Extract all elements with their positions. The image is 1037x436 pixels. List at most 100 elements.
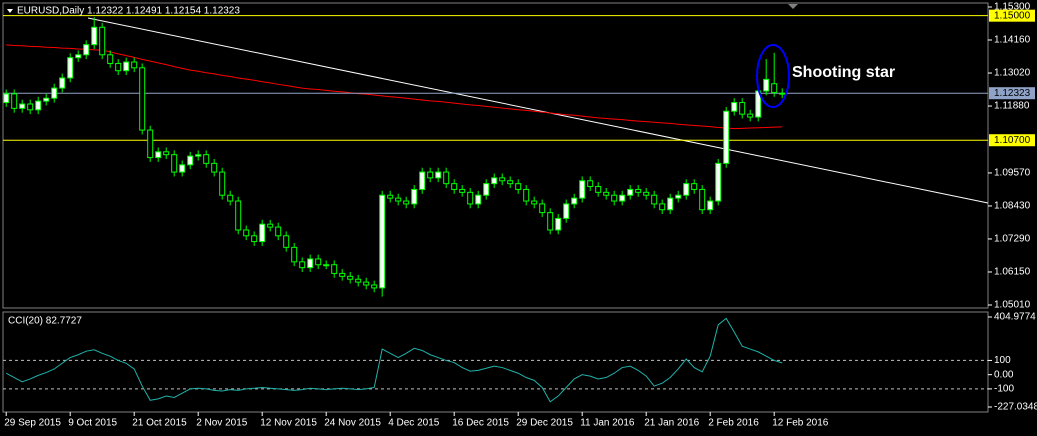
y-tick-label: 0.00 <box>994 369 1014 380</box>
candle-body <box>563 203 570 219</box>
x-tick-label: 24 Nov 2015 <box>324 418 381 429</box>
candle-body <box>251 235 258 243</box>
candle-body <box>635 188 642 193</box>
candle-body <box>11 93 18 109</box>
candle-body <box>643 191 650 196</box>
candle-body <box>123 61 130 72</box>
candle-body <box>323 264 330 267</box>
candle-body <box>275 226 282 237</box>
candle-body <box>363 281 370 286</box>
candle-body <box>587 180 594 188</box>
candle-body <box>523 188 530 202</box>
candle-body <box>355 278 362 283</box>
candle-body <box>547 212 554 231</box>
candle-body <box>147 129 154 159</box>
candle-body <box>579 180 586 199</box>
candle-body <box>659 203 666 211</box>
candle-body <box>627 188 634 196</box>
candle-body <box>243 229 250 237</box>
candle-body <box>107 54 114 64</box>
shift-marker <box>788 4 798 9</box>
candle-body <box>499 177 506 182</box>
level-label-box <box>989 134 1035 147</box>
level-label: 1.10700 <box>994 135 1031 146</box>
candle-body <box>171 154 178 173</box>
candle-body <box>403 200 410 205</box>
menu-arrow <box>7 9 13 13</box>
y-tick-label: 1.07290 <box>994 234 1031 245</box>
chart-title: CCI(20) 82.7727 <box>8 316 82 327</box>
y-tick-label: 1.11880 <box>994 101 1030 112</box>
candle-body <box>779 92 786 95</box>
candle-body <box>211 162 218 173</box>
candle-body <box>83 44 90 56</box>
candle-body <box>179 164 186 173</box>
candle-body <box>539 203 546 214</box>
candle-body <box>131 61 138 69</box>
x-tick-label: 29 Dec 2015 <box>516 418 573 429</box>
x-tick-label: 12 Feb 2016 <box>772 418 829 429</box>
level-label-box <box>989 9 1035 22</box>
candle-body <box>291 246 298 263</box>
candle-body <box>667 197 674 211</box>
candle-body <box>723 110 730 164</box>
candle-body <box>115 62 122 72</box>
candle-body <box>347 275 354 280</box>
candle-body <box>67 57 74 79</box>
candle-body <box>451 183 458 190</box>
candle-body <box>27 103 34 111</box>
candle-body <box>411 188 418 205</box>
candle-body <box>163 151 170 156</box>
candle-body <box>339 272 346 277</box>
y-tick-label: 1.09570 <box>994 168 1031 179</box>
x-tick-label: 2 Feb 2016 <box>708 418 759 429</box>
candle-body <box>59 77 66 89</box>
y-tick-label: 1.05010 <box>994 300 1031 311</box>
annotation: Shooting star <box>792 64 895 81</box>
candle-body <box>467 191 474 205</box>
candle-body <box>515 183 522 190</box>
candle-body <box>427 171 434 179</box>
candle-body <box>315 258 322 266</box>
candle-body <box>571 197 578 205</box>
candle-body <box>299 261 306 269</box>
y-tick-label: 1.14160 <box>994 35 1031 46</box>
candle-body <box>19 103 26 109</box>
x-tick-label: 21 Oct 2015 <box>132 418 187 429</box>
candle-body <box>683 183 690 196</box>
candle-body <box>99 26 106 56</box>
candle-body <box>739 102 746 115</box>
candle-body <box>43 97 50 102</box>
moving-average <box>6 44 783 130</box>
candle-body <box>675 194 682 199</box>
candle-body <box>307 258 314 269</box>
candle-body <box>747 113 754 118</box>
candle-body <box>731 102 738 112</box>
x-tick-label: 11 Jan 2016 <box>580 418 635 429</box>
x-tick-label: 12 Nov 2015 <box>260 418 317 429</box>
candle-body <box>435 171 442 179</box>
candle-body <box>715 162 722 202</box>
chart-title: EURUSD,Daily 1.12322 1.12491 1.12154 1.1… <box>17 6 240 17</box>
candle-body <box>483 183 490 196</box>
candle-body <box>699 188 706 211</box>
candle-body <box>155 151 162 159</box>
x-tick-label: 2 Nov 2015 <box>196 418 248 429</box>
candle-body <box>651 194 658 205</box>
candle-body <box>603 191 610 196</box>
candle-body <box>595 186 602 193</box>
candle-body <box>707 200 714 211</box>
candle-body <box>227 194 234 202</box>
price-panel-frame <box>2 2 989 309</box>
candle-body <box>331 264 338 274</box>
y-tick-label: 404.9774 <box>994 312 1036 323</box>
candle-body <box>187 155 194 166</box>
candle-body <box>139 67 146 131</box>
trend-line <box>87 17 989 204</box>
candle-body <box>691 183 698 190</box>
x-tick-label: 21 Jan 2016 <box>644 418 699 429</box>
candle-body <box>611 194 618 202</box>
